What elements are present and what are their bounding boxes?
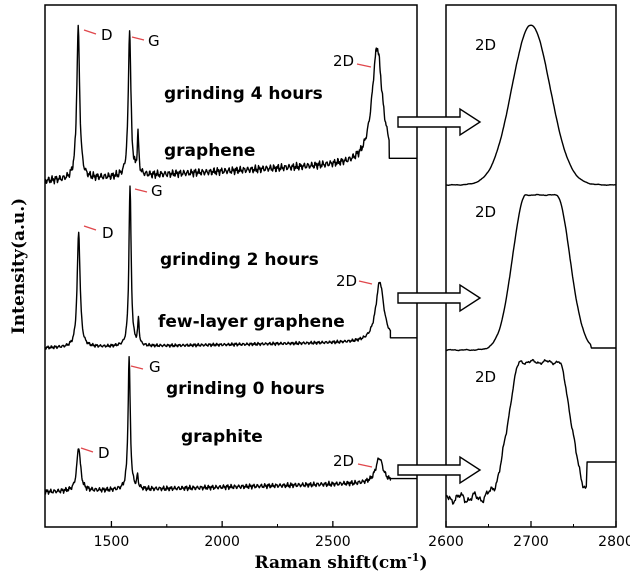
grinding-label-2-hours: grinding 2 hours (160, 250, 319, 270)
x-axis-title-superscript: -1 (407, 551, 419, 564)
peak-tick-2d-mid (358, 280, 373, 285)
zoom-panel-frame (445, 4, 617, 528)
x-axis-title: Raman shift(cm-1) (254, 551, 427, 573)
x-axis-title-close: ) (419, 553, 427, 573)
arrow-icon-top (397, 107, 482, 137)
zoom-label-2d-top: 2D (475, 36, 496, 54)
material-label-few-layer: few-layer graphene (158, 312, 345, 332)
y-axis-title: Intensity(a.u.) (9, 198, 29, 334)
arrow-icon-bot (397, 455, 482, 485)
peak-label-d-bot: D (98, 444, 110, 462)
series-line-0-hours (44, 356, 417, 495)
main-spectra (44, 24, 417, 495)
material-label-graphene: graphene (164, 141, 255, 161)
zoom-series-line-2-hours (445, 193, 616, 352)
main-panel-frame (44, 4, 418, 528)
peak-label-2d-mid: 2D (336, 272, 357, 290)
peak-label-2d-top: 2D (333, 52, 354, 70)
material-label-graphite: graphite (181, 427, 263, 447)
zoom-x-tick-label-2600: 2600 (428, 534, 464, 550)
zoom-x-ticks: 2600 2700 2800 (428, 521, 630, 550)
grinding-label-0-hours: grinding 0 hours (166, 379, 325, 399)
peak-markers (80, 29, 373, 468)
zoom-label-2d-mid: 2D (475, 203, 496, 221)
arrow-icon-mid (397, 283, 482, 313)
peak-tick-g-mid (134, 188, 148, 193)
peak-tick-d-bot (80, 447, 94, 453)
peak-tick-2d-bot (357, 463, 373, 468)
peak-tick-d-top (83, 29, 97, 35)
peak-tick-2d-top (356, 63, 372, 68)
series-line-4-hours (44, 24, 417, 185)
zoom-x-tick-label-2800: 2800 (598, 534, 630, 550)
peak-label-g-mid: G (151, 182, 163, 200)
peak-tick-g-top (131, 36, 145, 41)
peak-label-d-top: D (101, 26, 113, 44)
peak-tick-d-mid (83, 225, 97, 231)
peak-label-g-bot: G (149, 358, 161, 376)
zoom-x-tick-label-2700: 2700 (513, 534, 549, 550)
zoom-series-line-0-hours (445, 358, 616, 505)
zoom-series-line-4-hours (446, 24, 617, 186)
grinding-label-4-hours: grinding 4 hours (164, 84, 323, 104)
zoom-spectra (445, 24, 617, 505)
series-line-2-hours (44, 185, 417, 350)
connector-arrows (397, 107, 482, 485)
main-x-tick-label-2500: 2500 (315, 534, 351, 550)
peak-label-d-mid: D (102, 224, 114, 242)
main-x-tick-label-2000: 2000 (204, 534, 240, 550)
peak-label-2d-bot: 2D (333, 452, 354, 470)
peak-label-g-top: G (148, 32, 160, 50)
main-x-tick-label-1500: 1500 (94, 534, 130, 550)
zoom-label-2d-bot: 2D (475, 368, 496, 386)
peak-tick-g-bot (130, 365, 144, 370)
main-x-ticks: 1500 2000 2500 (94, 521, 351, 550)
